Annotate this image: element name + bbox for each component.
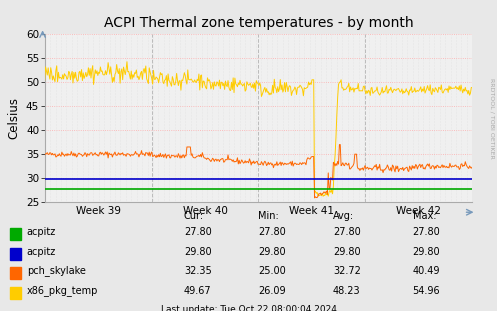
Text: 29.80: 29.80	[333, 247, 361, 257]
Text: 32.72: 32.72	[333, 267, 361, 276]
Text: 54.96: 54.96	[413, 286, 440, 296]
Title: ACPI Thermal zone temperatures - by month: ACPI Thermal zone temperatures - by mont…	[104, 16, 413, 30]
Text: pch_skylake: pch_skylake	[27, 266, 85, 276]
Text: Min:: Min:	[258, 211, 279, 221]
Text: 25.00: 25.00	[258, 267, 286, 276]
Text: 29.80: 29.80	[184, 247, 212, 257]
Text: acpitz: acpitz	[27, 247, 56, 257]
Text: 26.09: 26.09	[258, 286, 286, 296]
Text: 27.80: 27.80	[258, 227, 286, 237]
Text: 27.80: 27.80	[333, 227, 361, 237]
Y-axis label: Celsius: Celsius	[7, 97, 20, 139]
Text: x86_pkg_temp: x86_pkg_temp	[27, 285, 98, 296]
Text: Last update: Tue Oct 22 08:00:04 2024: Last update: Tue Oct 22 08:00:04 2024	[161, 305, 336, 311]
Text: 29.80: 29.80	[258, 247, 286, 257]
Text: Cur:: Cur:	[184, 211, 204, 221]
Text: 40.49: 40.49	[413, 267, 440, 276]
Text: Max:: Max:	[413, 211, 436, 221]
Text: 27.80: 27.80	[184, 227, 212, 237]
Text: 27.80: 27.80	[413, 227, 440, 237]
Text: 32.35: 32.35	[184, 267, 212, 276]
Text: Avg:: Avg:	[333, 211, 354, 221]
Text: 49.67: 49.67	[184, 286, 212, 296]
Text: 29.80: 29.80	[413, 247, 440, 257]
Text: acpitz: acpitz	[27, 227, 56, 237]
Text: 48.23: 48.23	[333, 286, 361, 296]
Text: RRDTOOL / TOBI OETIKER: RRDTOOL / TOBI OETIKER	[490, 78, 495, 159]
